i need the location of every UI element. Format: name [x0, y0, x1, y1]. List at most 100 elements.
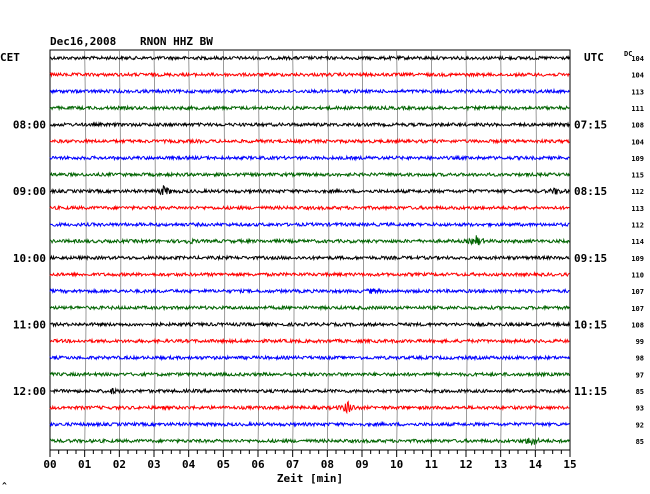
dc-value-label: 93 [636, 405, 644, 413]
dc-value-label: 112 [631, 188, 644, 196]
dc-value-label: 113 [631, 88, 644, 96]
trace-line [49, 304, 570, 312]
trace-line [49, 221, 570, 229]
right-time-label: 08:15 [574, 185, 607, 198]
left-time-label: 11:00 [13, 318, 46, 331]
x-tick-label: 08 [321, 458, 334, 471]
x-tick-label: 15 [563, 458, 576, 471]
trace-line [49, 54, 570, 62]
minute-gridline [430, 49, 434, 451]
right-time-label: 10:15 [574, 318, 607, 331]
dc-value-label: 114 [631, 238, 644, 246]
dc-value-label: 92 [636, 421, 644, 429]
x-tick-label: 11 [425, 458, 439, 471]
trace-line [49, 337, 570, 345]
dc-value-label: 107 [631, 305, 644, 313]
minute-gridline [292, 49, 295, 451]
x-tick-label: 14 [529, 458, 543, 471]
dc-value-label: 112 [631, 222, 644, 230]
dc-value-label: 104 [631, 55, 644, 63]
trace-line [49, 154, 570, 162]
trace-line [49, 254, 570, 262]
left-time-label: 12:00 [13, 385, 46, 398]
trace-line [49, 287, 570, 295]
trace-line [49, 400, 570, 415]
x-axis-label: Zeit [min] [277, 472, 343, 485]
trace-line [49, 354, 570, 362]
trace-line [49, 87, 570, 95]
trace-line [49, 320, 570, 328]
left-time-label: 08:00 [13, 119, 46, 132]
x-tick-label: 01 [78, 458, 92, 471]
minute-gridline [396, 49, 399, 451]
x-tick-label: 03 [147, 458, 160, 471]
right-time-label: 11:15 [574, 385, 607, 398]
dc-value-label: 108 [631, 321, 644, 329]
dc-values: 104 104 113 111 108 104 109 115 112 113 112 114 109 1… [631, 55, 644, 446]
trace-line [49, 104, 570, 112]
minute-gridline [84, 49, 87, 451]
minute-gridline [153, 49, 156, 451]
minute-gridline [257, 49, 260, 451]
dc-value-label: 115 [631, 172, 644, 180]
dc-value-label: 97 [636, 371, 644, 379]
trace-line [49, 420, 570, 428]
left-timezone-label: CET [0, 51, 20, 64]
dc-value-label: 104 [631, 138, 644, 146]
right-time-label: 09:15 [574, 252, 607, 265]
dc-value-label: 111 [631, 105, 644, 113]
dc-value-label: 109 [631, 255, 644, 263]
x-tick-label: 00 [43, 458, 56, 471]
trace-line [49, 204, 570, 212]
x-tick-label: 13 [494, 458, 507, 471]
dc-value-label: 109 [631, 155, 644, 163]
time-labels: 08:00 09:00 10:00 11:00 12:00 07:15 08:15 09:15… [13, 119, 607, 398]
minute-gridline [222, 49, 226, 451]
trace-line [49, 184, 570, 196]
x-tick-label: 09 [355, 458, 368, 471]
corner-mark: ^ [2, 481, 7, 490]
dc-value-label: 113 [631, 205, 644, 213]
trace-line [49, 235, 570, 246]
plot-date: Dec16,2008 [50, 35, 116, 48]
right-time-label: 07:15 [574, 119, 607, 132]
plot-frame [49, 49, 571, 451]
x-tick-label: 07 [286, 458, 299, 471]
dc-value-label: 98 [636, 355, 644, 363]
minute-gridline [500, 49, 503, 451]
left-time-label: 09:00 [13, 185, 46, 198]
dc-value-label: 107 [631, 288, 644, 296]
trace-line [49, 370, 570, 378]
x-tick-label: 05 [217, 458, 230, 471]
trace-line [49, 270, 570, 278]
dc-value-label: 108 [631, 122, 644, 130]
minute-gridline [465, 49, 468, 451]
minute-gridline [188, 49, 191, 451]
dc-value-label: 104 [631, 72, 644, 80]
dc-value-label: 85 [636, 388, 644, 396]
minute-gridline [361, 49, 364, 451]
x-tick-label: 04 [182, 458, 196, 471]
x-axis: 00 01 02 03 04 05 06 07 08 09 10 11 12 13 14 15 [43, 450, 577, 471]
minute-gridlines [84, 49, 538, 451]
minute-gridline [118, 49, 122, 451]
right-timezone-label: UTC [584, 51, 604, 64]
trace-line [49, 121, 570, 128]
trace-line [49, 71, 570, 79]
trace-line [49, 171, 570, 178]
x-tick-label: 06 [251, 458, 265, 471]
dc-column-header: DC [624, 50, 632, 58]
dc-value-label: 85 [636, 438, 644, 446]
x-tick-label: 12 [459, 458, 472, 471]
seismic-traces [49, 54, 570, 447]
x-tick-label: 02 [113, 458, 126, 471]
minute-gridline [534, 49, 538, 451]
plot-station: RNON HHZ BW [140, 35, 213, 48]
left-time-label: 10:00 [13, 252, 46, 265]
dc-value-label: 110 [631, 271, 644, 279]
trace-line [49, 436, 570, 447]
dc-value-label: 99 [636, 338, 644, 346]
trace-line [49, 386, 570, 395]
trace-line [49, 137, 570, 145]
